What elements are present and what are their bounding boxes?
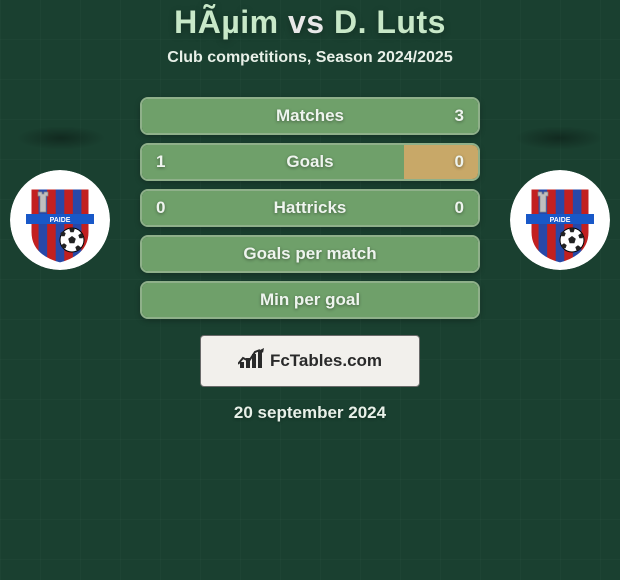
stat-row: Hattricks0 0 (140, 189, 480, 227)
stat-label: Goals per match (142, 244, 478, 264)
stat-row: Goals1 0 (140, 143, 480, 181)
stat-value-left: 1 (156, 152, 165, 172)
player1-name: HÃµim (174, 4, 279, 40)
subtitle: Club competitions, Season 2024/2025 (0, 49, 620, 67)
svg-text:PAIDE: PAIDE (550, 217, 571, 224)
team-logo-left: PAIDE (10, 170, 110, 270)
stat-label: Min per goal (142, 290, 478, 310)
stat-label: Matches (142, 106, 478, 126)
stat-value-right: 0 (455, 152, 464, 172)
stat-row: Goals per match (140, 235, 480, 273)
branding-label: FcTables.com (270, 351, 382, 371)
stat-label: Hattricks (142, 198, 478, 218)
page-title: HÃµim vs D. Luts (0, 4, 620, 41)
stats-panel: Matches3Goals10Hattricks00Goals per matc… (140, 97, 480, 319)
stat-row: Min per goal (140, 281, 480, 319)
player2-name: D. Luts (334, 4, 446, 40)
vs-label: vs (288, 4, 325, 40)
right-shadow (514, 126, 604, 150)
chart-icon (238, 348, 264, 375)
team-logo-right: PAIDE (510, 170, 610, 270)
stat-label: Goals (142, 152, 478, 172)
branding-badge: FcTables.com (200, 335, 420, 387)
stat-value-left: 0 (156, 198, 165, 218)
left-shadow (16, 126, 106, 150)
svg-text:PAIDE: PAIDE (50, 217, 71, 224)
stat-value-right: 3 (455, 106, 464, 126)
stat-value-right: 0 (455, 198, 464, 218)
date-label: 20 september 2024 (0, 403, 620, 423)
stat-row: Matches3 (140, 97, 480, 135)
